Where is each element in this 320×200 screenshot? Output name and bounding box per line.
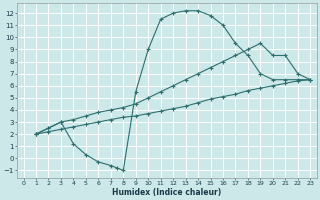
X-axis label: Humidex (Indice chaleur): Humidex (Indice chaleur): [112, 188, 221, 197]
